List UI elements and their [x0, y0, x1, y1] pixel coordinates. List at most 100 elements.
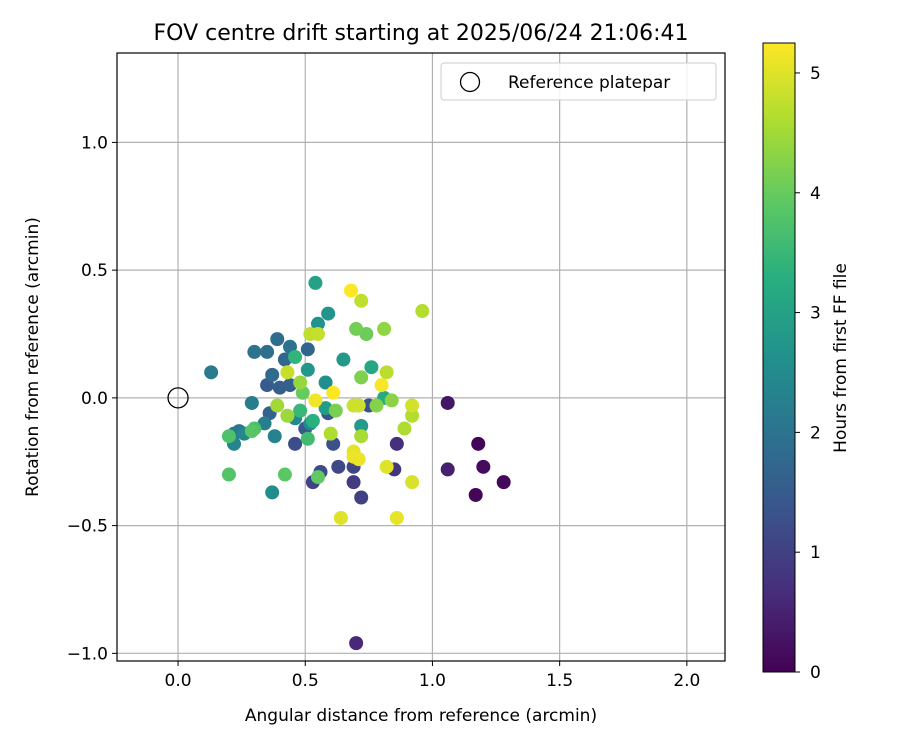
data-point-88	[333, 510, 348, 525]
data-point-64	[349, 321, 364, 336]
reference-point	[167, 387, 189, 409]
data-point-81	[310, 327, 325, 342]
colorbar-tick-label: 1	[810, 543, 821, 563]
grid-lines	[117, 53, 725, 661]
data-point-10	[354, 490, 369, 505]
data-point-3	[476, 459, 491, 474]
data-point-27	[270, 332, 285, 347]
y-tick-label: −0.5	[67, 517, 108, 537]
legend-reference-marker	[459, 71, 481, 93]
data-point-57	[221, 429, 236, 444]
data-point-94	[374, 378, 389, 393]
colorbar-tick-label: 2	[810, 423, 821, 443]
y-tick-label: −1.0	[67, 644, 108, 664]
data-point-49	[308, 275, 323, 290]
data-point-58	[221, 467, 236, 482]
data-point-30	[247, 344, 262, 359]
data-point-42	[318, 375, 333, 390]
data-point-0	[471, 436, 486, 451]
data-point-72	[270, 398, 285, 413]
data-point-1	[468, 487, 483, 502]
data-point-95	[326, 385, 341, 400]
data-point-67	[369, 398, 384, 413]
y-tick-label: 1.0	[81, 133, 108, 153]
data-point-65	[328, 403, 343, 418]
colorbar	[762, 42, 796, 673]
reference-platepar-marker	[167, 387, 189, 409]
colorbar-tick-label: 4	[810, 184, 821, 204]
data-point-15	[288, 436, 303, 451]
colorbar-tick-label: 5	[810, 64, 821, 84]
legend: Reference platepar	[440, 62, 717, 101]
data-point-9	[346, 475, 361, 490]
colorbar-label: Hours from first FF file	[831, 263, 851, 453]
data-point-26	[265, 367, 280, 382]
scatter-points	[204, 275, 511, 651]
legend-box	[440, 62, 717, 101]
x-tick-label: 0.5	[292, 671, 319, 691]
data-point-43	[310, 316, 325, 331]
data-point-92	[346, 449, 361, 464]
data-point-24	[300, 342, 315, 357]
chart-title: FOV centre drift starting at 2025/06/24 …	[154, 21, 689, 46]
x-tick-label: 1.0	[419, 671, 446, 691]
data-point-45	[300, 362, 315, 377]
colorbar-ticks: 0 1 2 3 4 5	[795, 64, 821, 683]
data-point-78	[379, 365, 394, 380]
x-tick-label: 2.0	[673, 671, 700, 691]
data-point-84	[351, 398, 366, 413]
colorbar-tick-label: 3	[810, 304, 821, 324]
data-point-85	[405, 398, 420, 413]
data-point-52	[305, 413, 320, 428]
data-point-70	[293, 375, 308, 390]
legend-reference-label: Reference platepar	[508, 73, 670, 93]
data-point-87	[379, 459, 394, 474]
data-point-41	[265, 485, 280, 500]
data-point-89	[389, 510, 404, 525]
data-point-54	[293, 403, 308, 418]
data-point-7	[389, 436, 404, 451]
x-axis-label: Angular distance from reference (arcmin)	[245, 706, 597, 726]
data-point-77	[415, 304, 430, 319]
data-point-4	[440, 395, 455, 410]
data-point-59	[244, 424, 259, 439]
data-point-69	[377, 321, 392, 336]
data-point-82	[280, 365, 295, 380]
data-point-36	[267, 429, 282, 444]
data-point-5	[440, 462, 455, 477]
data-point-13	[331, 459, 346, 474]
data-point-6	[349, 636, 364, 651]
y-axis-label: Rotation from reference (arcmin)	[23, 217, 43, 497]
y-axis-ticks: −1.0 −0.5 0.0 0.5 1.0	[67, 133, 117, 664]
data-point-96	[344, 283, 359, 298]
data-point-71	[280, 408, 295, 423]
data-point-33	[204, 365, 219, 380]
data-point-76	[405, 408, 420, 423]
data-point-47	[354, 418, 369, 433]
data-point-50	[364, 360, 379, 375]
data-point-46	[336, 352, 351, 367]
x-tick-label: 0.0	[165, 671, 192, 691]
data-point-34	[244, 395, 259, 410]
x-tick-label: 1.5	[546, 671, 573, 691]
data-point-2	[496, 475, 511, 490]
data-point-61	[310, 470, 325, 485]
data-point-93	[308, 393, 323, 408]
colorbar-tick-label: 0	[810, 663, 821, 683]
plot-frame	[116, 52, 726, 662]
x-axis-ticks: 0.0 0.5 1.0 1.5 2.0	[165, 661, 700, 691]
data-point-53	[288, 350, 303, 364]
y-tick-label: 0.5	[81, 261, 108, 281]
data-point-60	[277, 467, 292, 482]
data-point-73	[354, 429, 369, 444]
data-point-86	[405, 475, 420, 490]
data-point-79	[354, 293, 369, 308]
data-point-44	[321, 306, 336, 321]
data-point-75	[397, 421, 412, 436]
data-point-74	[323, 426, 338, 441]
y-tick-label: 0.0	[81, 389, 108, 409]
data-point-28	[260, 344, 275, 359]
data-point-66	[354, 370, 369, 385]
data-point-55	[300, 431, 315, 446]
